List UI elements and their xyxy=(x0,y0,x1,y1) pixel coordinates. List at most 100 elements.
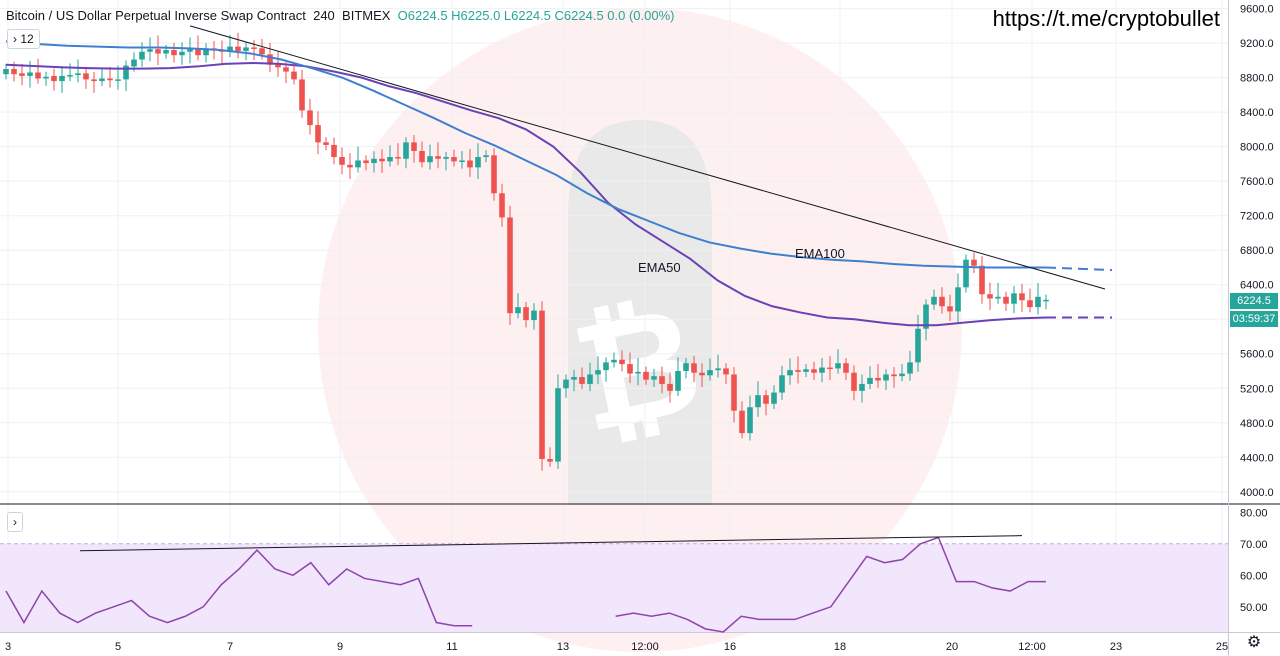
rsi-line xyxy=(615,536,1046,633)
candle-body xyxy=(235,46,241,51)
candle-body xyxy=(779,375,785,393)
candle-body xyxy=(835,363,841,369)
candle-body xyxy=(243,47,249,51)
candle-body xyxy=(35,72,41,79)
time-tick-label: 13 xyxy=(557,641,569,653)
candle-body xyxy=(1035,296,1041,308)
candle-body xyxy=(563,379,569,389)
time-tick-label: 23 xyxy=(1110,641,1122,653)
candle-body xyxy=(323,142,329,145)
candle-body xyxy=(555,388,561,462)
countdown-badge: 03:59:37 xyxy=(1230,311,1278,327)
candle-body xyxy=(131,59,137,67)
candle-body xyxy=(723,368,729,375)
candle-body xyxy=(931,296,937,305)
candle-body xyxy=(699,372,705,376)
candle-body xyxy=(227,46,233,52)
time-tick-label: 3 xyxy=(5,641,11,653)
candle-body xyxy=(923,304,929,329)
time-tick-label: 11 xyxy=(446,641,457,653)
candle-body xyxy=(179,51,185,56)
rsi-band xyxy=(0,543,1228,632)
ema100-label: EMA100 xyxy=(795,246,845,261)
candle-body xyxy=(891,374,897,377)
candle-body xyxy=(571,377,577,380)
candle-body xyxy=(987,294,993,299)
ema-line-EMA100 xyxy=(5,40,1046,269)
bitcoin-bullet-logo: ₿ xyxy=(318,8,962,652)
candle-body xyxy=(387,157,393,162)
rsi-toggle-button[interactable]: › xyxy=(7,512,23,532)
candle-body xyxy=(363,160,369,164)
candle-body xyxy=(67,75,73,77)
rsi-tick-label: 50.00 xyxy=(1240,602,1268,614)
candle-body xyxy=(91,79,97,82)
candle-body xyxy=(507,217,513,314)
candle-body xyxy=(883,374,889,381)
candle-body xyxy=(443,157,449,159)
price-tick-label: 6400.0 xyxy=(1240,280,1274,292)
gear-icon[interactable]: ⚙ xyxy=(1246,634,1262,651)
ema-line-EMA50 xyxy=(5,61,1047,327)
candle-body xyxy=(251,47,257,49)
time-tick-label: 12:00 xyxy=(631,641,659,653)
symbol-title: Bitcoin / US Dollar Perpetual Inverse Sw… xyxy=(6,8,306,23)
candle-body xyxy=(627,364,633,374)
candle-body xyxy=(139,51,145,60)
candle-body xyxy=(763,395,769,404)
candle-body xyxy=(299,79,305,111)
countdown-value: 03:59:37 xyxy=(1232,313,1276,325)
time-tick-label: 16 xyxy=(724,641,736,653)
last-price-value: 6224.5 xyxy=(1237,295,1271,307)
candle-body xyxy=(827,367,833,370)
candle-body xyxy=(315,125,321,143)
candle-body xyxy=(403,142,409,159)
candle-body xyxy=(155,49,161,54)
price-tick-label: 9200.0 xyxy=(1240,38,1274,50)
candle-body xyxy=(747,407,753,434)
candle-body xyxy=(579,377,585,384)
candle-body xyxy=(907,362,913,374)
candle-body xyxy=(147,49,153,52)
candle-body xyxy=(811,369,817,373)
candle-body xyxy=(187,49,193,52)
ema50-label: EMA50 xyxy=(638,260,681,275)
candle-body xyxy=(491,155,497,194)
candle-body xyxy=(1043,299,1049,302)
candle-body xyxy=(475,157,481,168)
candle-body xyxy=(435,156,441,159)
candle-body xyxy=(1003,296,1009,304)
candle-body xyxy=(947,306,953,312)
ema-projection xyxy=(1045,266,1113,272)
candle-body xyxy=(659,376,665,384)
candle-body xyxy=(819,367,825,373)
candle-body xyxy=(739,410,745,434)
candle-body xyxy=(643,371,649,380)
time-tick-label: 5 xyxy=(115,641,121,653)
candle-body xyxy=(971,259,977,266)
time-tick-label: 12:00 xyxy=(1018,641,1046,653)
indicator-toggle-button[interactable]: › 12 xyxy=(7,29,40,49)
price-tick-label: 6800.0 xyxy=(1240,245,1274,257)
exchange-label: BITMEX xyxy=(342,8,391,23)
candle-body xyxy=(667,383,673,391)
candle-body xyxy=(451,157,457,162)
candle-body xyxy=(899,373,905,377)
candle-body xyxy=(259,48,265,55)
candle-body xyxy=(203,48,209,56)
candle-body xyxy=(347,164,353,168)
candle-body xyxy=(483,155,489,158)
chevron-right-icon: › xyxy=(13,32,17,46)
candle-body xyxy=(163,50,169,54)
time-tick-label: 20 xyxy=(946,641,958,653)
candle-body xyxy=(379,158,385,162)
candle-body xyxy=(75,73,81,76)
candle-body xyxy=(851,372,857,391)
time-tick-label: 25 xyxy=(1216,641,1228,653)
candle-body xyxy=(955,287,961,312)
candle-body xyxy=(51,75,57,82)
candle-body xyxy=(619,359,625,365)
candle-body xyxy=(707,370,713,376)
